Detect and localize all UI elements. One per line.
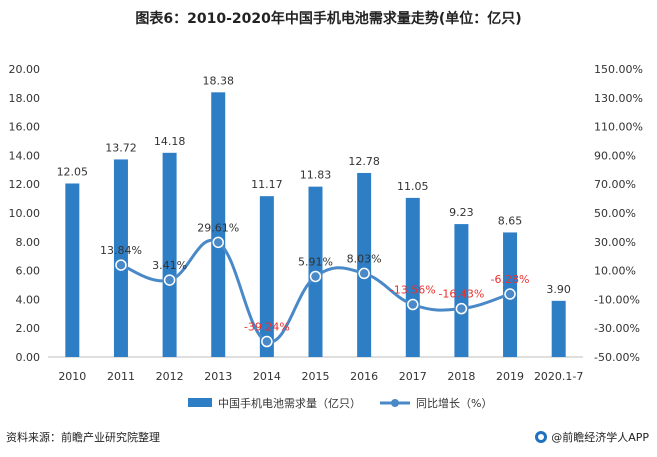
bar-value-label: 13.72 [105,141,137,154]
bar [162,152,177,357]
growth-point [261,335,273,348]
y-right-tick-label: 90.00% [594,149,636,162]
y-right-tick-label: 10.00% [594,265,636,278]
y-left-tick-label: 10.00 [9,207,41,220]
y-left-tick-label: 2.00 [16,322,41,335]
growth-value-label: -13.56% [390,284,436,297]
y-right-tick-label: 50.00% [594,207,636,220]
growth-value-label: 8.03% [347,252,382,265]
y-right-tick-label: 130.00% [594,92,643,105]
growth-line [120,238,511,344]
x-tick-label: 2020.1-7 [534,370,583,383]
growth-value-label: 3.41% [152,259,187,272]
brand-credit: @前瞻经济学人APP [535,429,649,445]
growth-point [115,259,127,271]
growth-point [212,236,224,249]
growth-point [358,267,370,280]
bar-value-label: 8.65 [498,214,523,227]
bar [405,197,420,357]
bar [551,300,566,357]
x-tick-label: 2010 [58,370,86,383]
bar [454,224,469,357]
bar-value-label: 14.18 [154,135,186,148]
bar-value-label: 11.17 [251,178,283,191]
bar [259,196,274,357]
growth-point [407,298,419,311]
bar-value-label: 11.05 [397,180,429,193]
legend-line-label: 同比增长（%） [416,396,492,410]
bar-value-label: 12.05 [57,165,89,178]
growth-value-label: 5.91% [298,255,333,268]
bar-value-label: 3.90 [546,283,571,296]
x-tick-label: 2015 [302,370,330,383]
growth-point [455,302,468,315]
growth-point [163,274,176,286]
brand-label: @前瞻经济学人APP [551,431,649,444]
growth-value-label: 13.84% [100,244,142,257]
bar [65,183,80,357]
brand-logo-icon [535,431,548,443]
x-tick-label: 2014 [253,370,281,383]
x-tick-label: 2016 [350,370,378,383]
y-right-tick-label: 110.00% [594,121,643,134]
x-tick-label: 2012 [156,370,184,383]
x-tick-label: 2019 [496,370,524,383]
y-right-tick-label: 30.00% [594,236,636,249]
growth-value-label: -6.28% [491,273,530,286]
bar-value-label: 12.78 [348,155,380,168]
growth-point [504,288,516,300]
growth-point [309,270,322,283]
y-right-tick-label: -10.00% [594,293,640,306]
bar [211,92,226,357]
x-tick-label: 2013 [204,370,232,383]
growth-value-label: 29.61% [197,221,239,234]
y-left-tick-label: 0.00 [16,351,41,364]
bar-value-label: 9.23 [449,206,474,219]
bar-value-label: 11.83 [300,169,332,182]
chart-title: 图表6：2010-2020年中国手机电池需求量走势(单位：亿只) [135,11,522,27]
y-left-tick-label: 12.00 [9,178,41,191]
x-tick-label: 2011 [107,370,135,383]
y-right-tick-label: -30.00% [594,322,640,335]
growth-value-label: -39.24% [244,321,290,334]
y-left-tick-label: 20.00 [9,63,41,76]
source-note: 资料来源：前瞻产业研究院整理 [6,431,160,444]
y-left-tick-label: 16.00 [9,121,41,134]
bar [113,159,128,357]
legend-bar-swatch [188,398,212,407]
bar-value-label: 18.38 [202,74,234,87]
growth-value-label: -16.43% [438,288,484,301]
y-left-tick-label: 4.00 [16,293,41,306]
bar [357,172,372,357]
x-tick-label: 2017 [399,370,427,383]
y-left-tick-label: 14.00 [9,149,41,162]
legend-bar-label: 中国手机电池需求量（亿只） [218,396,361,410]
y-left-tick-label: 8.00 [16,236,41,249]
y-right-tick-label: -50.00% [594,351,640,364]
legend-line-marker [391,399,399,407]
y-right-tick-label: 150.00% [594,63,643,76]
x-tick-label: 2018 [447,370,475,383]
y-left-tick-label: 6.00 [16,265,41,278]
y-right-tick-label: 70.00% [594,178,636,191]
y-left-tick-label: 18.00 [9,92,41,105]
